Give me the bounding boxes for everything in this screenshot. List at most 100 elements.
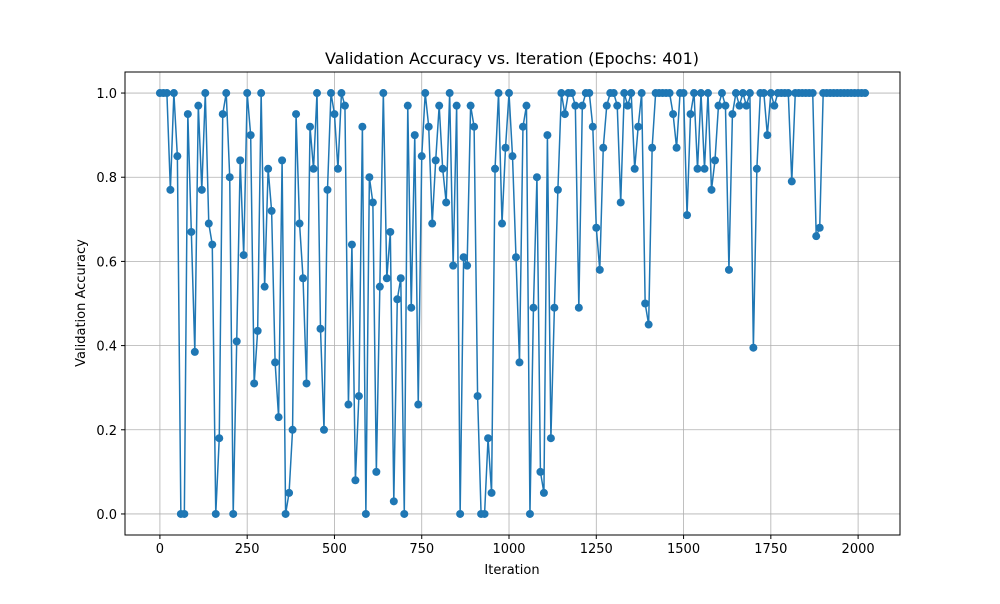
x-tick-label: 1000 bbox=[492, 542, 525, 557]
y-tick-label: 1.0 bbox=[96, 87, 117, 102]
point bbox=[361, 509, 370, 518]
point bbox=[808, 89, 817, 98]
point bbox=[243, 89, 252, 98]
point bbox=[574, 303, 583, 312]
point bbox=[326, 89, 335, 98]
point bbox=[763, 131, 772, 140]
point bbox=[459, 253, 468, 262]
point bbox=[463, 261, 472, 270]
point bbox=[417, 152, 426, 161]
point bbox=[250, 379, 259, 388]
point bbox=[333, 164, 342, 173]
point bbox=[571, 101, 580, 110]
point bbox=[190, 347, 199, 356]
point bbox=[470, 122, 479, 131]
point bbox=[627, 89, 636, 98]
point bbox=[567, 89, 576, 98]
point bbox=[403, 101, 412, 110]
point bbox=[358, 122, 367, 131]
point bbox=[669, 110, 678, 119]
point bbox=[257, 89, 266, 98]
point bbox=[738, 89, 747, 98]
point bbox=[365, 173, 374, 182]
point bbox=[525, 509, 534, 518]
point bbox=[215, 434, 224, 443]
point bbox=[330, 110, 339, 119]
point bbox=[183, 110, 192, 119]
point bbox=[295, 219, 304, 228]
point bbox=[239, 251, 248, 260]
point bbox=[585, 89, 594, 98]
point bbox=[302, 379, 311, 388]
point bbox=[187, 227, 196, 236]
point bbox=[372, 467, 381, 476]
point bbox=[766, 89, 775, 98]
point bbox=[319, 425, 328, 434]
point bbox=[466, 101, 475, 110]
point bbox=[609, 89, 618, 98]
x-axis-label: Iteration bbox=[484, 563, 539, 578]
point bbox=[690, 89, 699, 98]
y-axis-label: Validation Accuracy bbox=[74, 239, 89, 367]
point bbox=[578, 101, 587, 110]
point bbox=[599, 143, 608, 152]
point bbox=[292, 110, 301, 119]
point bbox=[595, 265, 604, 274]
point bbox=[264, 164, 273, 173]
point bbox=[494, 89, 503, 98]
point bbox=[236, 156, 245, 165]
point bbox=[431, 156, 440, 165]
point bbox=[498, 219, 507, 228]
point bbox=[770, 101, 779, 110]
x-tick-label: 750 bbox=[409, 542, 434, 557]
x-tick-label: 2000 bbox=[842, 542, 875, 557]
point bbox=[484, 434, 493, 443]
point bbox=[299, 274, 308, 283]
point bbox=[532, 173, 541, 182]
axes-frame bbox=[124, 71, 901, 536]
point bbox=[710, 156, 719, 165]
point bbox=[180, 509, 189, 518]
point bbox=[536, 467, 545, 476]
point bbox=[340, 101, 349, 110]
point bbox=[557, 89, 566, 98]
point bbox=[546, 434, 555, 443]
point bbox=[742, 101, 751, 110]
point bbox=[211, 509, 220, 518]
point bbox=[246, 131, 255, 140]
point bbox=[173, 152, 182, 161]
point bbox=[518, 122, 527, 131]
x-tick-label: 250 bbox=[235, 542, 260, 557]
point bbox=[393, 295, 402, 304]
point bbox=[435, 101, 444, 110]
point bbox=[644, 320, 653, 329]
point bbox=[511, 253, 520, 262]
point bbox=[683, 211, 692, 220]
point bbox=[313, 89, 322, 98]
point bbox=[456, 509, 465, 518]
point bbox=[260, 282, 269, 291]
point bbox=[501, 143, 510, 152]
point bbox=[306, 122, 315, 131]
point bbox=[728, 110, 737, 119]
point bbox=[487, 488, 496, 497]
point bbox=[344, 400, 353, 409]
point bbox=[169, 89, 178, 98]
point bbox=[717, 89, 726, 98]
point bbox=[703, 89, 712, 98]
point bbox=[414, 400, 423, 409]
point bbox=[672, 143, 681, 152]
point bbox=[267, 206, 276, 215]
point bbox=[389, 497, 398, 506]
point bbox=[288, 425, 297, 434]
chart-title: Validation Accuracy vs. Iteration (Epoch… bbox=[325, 49, 699, 68]
point bbox=[424, 122, 433, 131]
point bbox=[253, 326, 262, 335]
point bbox=[351, 476, 360, 485]
point bbox=[194, 101, 203, 110]
point bbox=[278, 156, 287, 165]
point bbox=[553, 185, 562, 194]
point bbox=[529, 303, 538, 312]
ticks: 0 250 500 750 1000 1250 1500 1750 2000 0.0 0.2 0.4 0… bbox=[96, 87, 874, 557]
